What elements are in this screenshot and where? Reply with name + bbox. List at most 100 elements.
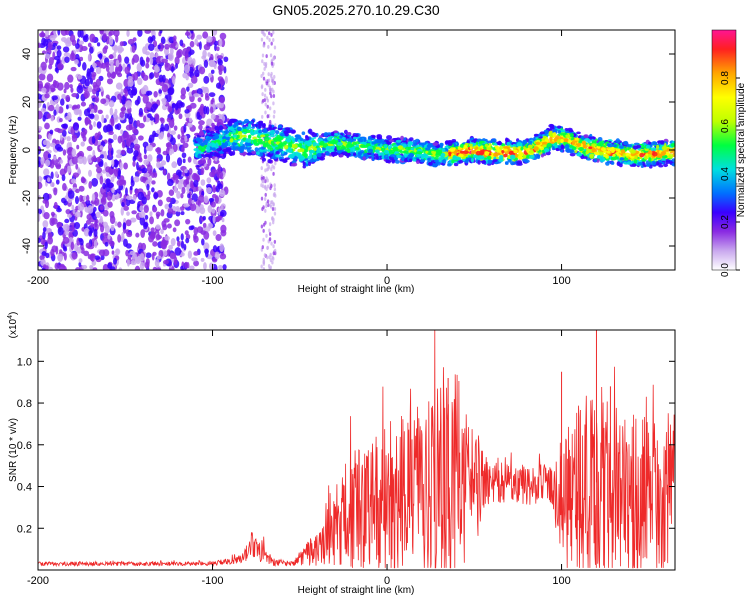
heatmap-cell bbox=[66, 147, 73, 156]
heatmap-cell bbox=[105, 65, 110, 72]
heatmap-cell bbox=[671, 162, 675, 167]
heatmap-cell bbox=[498, 157, 504, 163]
heatmap-cell bbox=[58, 118, 63, 123]
heatmap-cell bbox=[355, 133, 359, 138]
heatmap-cell bbox=[261, 206, 264, 211]
heatmap-cell bbox=[114, 124, 119, 130]
heatmap-cell bbox=[146, 183, 150, 191]
heatmap-cell bbox=[202, 31, 209, 39]
heatmap-cell bbox=[40, 157, 45, 165]
heatmap-cell bbox=[174, 56, 180, 65]
heatmap-cell bbox=[321, 149, 326, 153]
heatmap-cell bbox=[238, 120, 242, 124]
heatmap-cell bbox=[150, 227, 155, 233]
heatmap-cell bbox=[643, 155, 648, 160]
heatmap-cell bbox=[174, 247, 182, 256]
heatmap-cell bbox=[83, 90, 90, 99]
snr-x-tick-label: -100 bbox=[202, 575, 224, 587]
heatmap-cell bbox=[180, 93, 186, 100]
heatmap-cell bbox=[487, 156, 492, 160]
heatmap-cell bbox=[219, 243, 225, 253]
heatmap-cell bbox=[262, 31, 265, 36]
heatmap-cell bbox=[263, 66, 266, 71]
heatmap-cell bbox=[264, 192, 267, 197]
heatmap-cell bbox=[633, 159, 638, 164]
heatmap-cell bbox=[242, 151, 246, 157]
heatmap-cell bbox=[49, 34, 56, 41]
heatmap-cell bbox=[279, 132, 286, 137]
heatmap-cell bbox=[87, 85, 93, 93]
heatmap-cell bbox=[294, 151, 299, 157]
heatmap-cell bbox=[567, 139, 572, 144]
heatmap-cell bbox=[266, 104, 269, 109]
heatmap-cell bbox=[107, 262, 113, 269]
heatmap-cell bbox=[142, 74, 149, 81]
heatmap-cells bbox=[38, 30, 675, 270]
heatmap-cell bbox=[96, 166, 103, 174]
heatmap-cell bbox=[262, 175, 265, 180]
heatmap-cell bbox=[46, 73, 54, 83]
heatmap-cell bbox=[93, 121, 97, 127]
heatmap-cell bbox=[174, 184, 177, 194]
heatmap-cell bbox=[623, 140, 629, 146]
heatmap-cell bbox=[272, 137, 277, 142]
heatmap-cell bbox=[143, 222, 148, 230]
heatmap-cell bbox=[156, 255, 162, 260]
heatmap-cell bbox=[55, 164, 62, 170]
heatmap-cell bbox=[170, 130, 176, 136]
heatmap-cell bbox=[136, 77, 143, 86]
heatmap-cell bbox=[119, 161, 123, 171]
heatmap-cell bbox=[142, 46, 148, 55]
heatmap-cell bbox=[323, 137, 328, 142]
heatmap-cell bbox=[198, 186, 202, 191]
heatmap-cell bbox=[512, 143, 517, 147]
heatmap-cell bbox=[336, 141, 343, 146]
heatmap-cell bbox=[107, 142, 113, 152]
heatmap-cell bbox=[128, 115, 134, 125]
heatmap-cell bbox=[114, 248, 121, 256]
heatmap-cell bbox=[261, 53, 265, 58]
heatmap-cell bbox=[297, 148, 302, 153]
heatmap-cell bbox=[110, 176, 115, 183]
heatmap-cell bbox=[270, 94, 273, 99]
heatmap-cell bbox=[327, 136, 332, 142]
colorbar-tick-label: 0.4 bbox=[720, 167, 731, 181]
heatmap-cell bbox=[63, 252, 67, 261]
heatmap-cell bbox=[471, 149, 475, 155]
heatmap-cell bbox=[274, 123, 277, 128]
heatmap-cell bbox=[123, 162, 128, 170]
heatmap-cell bbox=[117, 221, 122, 228]
heatmap-cell bbox=[162, 259, 169, 265]
heatmap-cell bbox=[158, 132, 164, 140]
heatmap-x-tick-label: -200 bbox=[27, 275, 49, 287]
heatmap-cell bbox=[215, 234, 222, 242]
heatmap-cell bbox=[268, 232, 272, 237]
heatmap-cell bbox=[388, 149, 393, 154]
heatmap-cell bbox=[262, 123, 266, 128]
heatmap-cell bbox=[258, 121, 263, 126]
heatmap-cell bbox=[162, 169, 167, 176]
heatmap-cell bbox=[416, 160, 420, 164]
heatmap-cell bbox=[403, 153, 407, 157]
heatmap-cell bbox=[278, 142, 283, 147]
heatmap-cell bbox=[292, 137, 296, 143]
heatmap-cell bbox=[154, 66, 160, 73]
heatmap-cell bbox=[59, 134, 63, 141]
heatmap-cell bbox=[569, 132, 574, 138]
heatmap-cell bbox=[639, 152, 645, 158]
heatmap-cell bbox=[608, 144, 613, 148]
heatmap-cell bbox=[357, 137, 364, 143]
heatmap-cell bbox=[107, 201, 113, 208]
heatmap-cell bbox=[193, 148, 200, 152]
heatmap-cell bbox=[186, 86, 190, 92]
heatmap-cell bbox=[140, 242, 147, 251]
heatmap-cell bbox=[86, 107, 91, 113]
heatmap-cell bbox=[87, 53, 91, 62]
heatmap-cell bbox=[100, 197, 107, 206]
snr-series bbox=[38, 330, 675, 569]
heatmap-cell bbox=[180, 87, 187, 96]
heatmap-cell bbox=[184, 135, 188, 142]
heatmap-cell bbox=[520, 146, 524, 151]
